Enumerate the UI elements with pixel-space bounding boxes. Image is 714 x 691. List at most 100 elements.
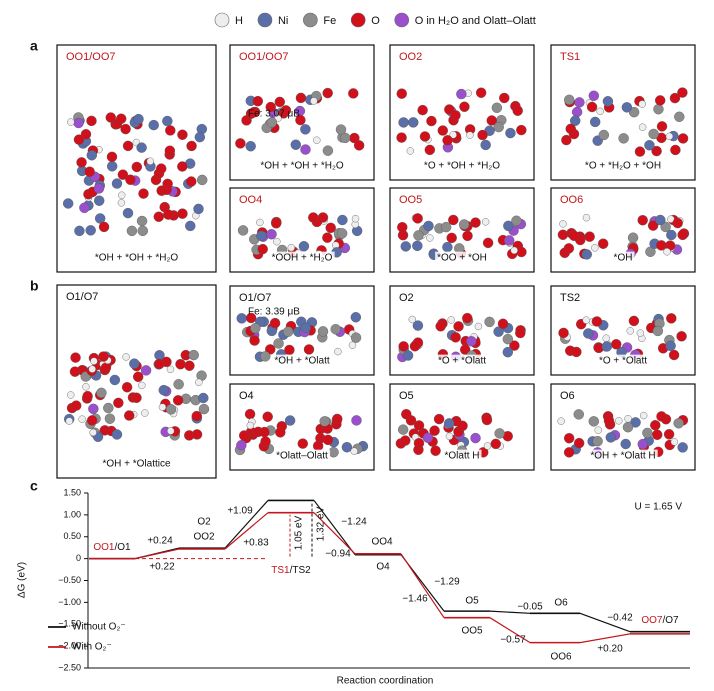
panel-caption: *OH + *OH + *H₂O xyxy=(260,161,344,172)
atom xyxy=(484,316,495,328)
atom xyxy=(673,418,684,429)
atom xyxy=(295,114,306,126)
atom xyxy=(98,221,110,233)
atom xyxy=(193,203,204,215)
atom xyxy=(665,132,674,141)
step-label: +0.22 xyxy=(149,562,175,573)
caption-background xyxy=(272,354,332,368)
atom xyxy=(84,166,95,177)
panel-caption: *O + *H₂O + *OH xyxy=(585,161,661,172)
atom xyxy=(191,429,203,440)
state-separator: / xyxy=(290,565,293,576)
legend-label: Fe xyxy=(323,15,336,27)
atom xyxy=(290,139,301,150)
atom xyxy=(162,178,173,190)
atom xyxy=(348,341,357,349)
atom xyxy=(516,124,527,136)
state-label: O4 xyxy=(376,562,390,573)
atom xyxy=(511,215,522,226)
state-label-red: OO7 xyxy=(641,615,663,626)
atom xyxy=(105,112,116,123)
atom xyxy=(337,214,348,226)
atom xyxy=(663,429,675,440)
atom xyxy=(175,359,186,370)
atom xyxy=(573,409,584,420)
atom xyxy=(456,88,467,100)
structure-illustration xyxy=(396,87,527,156)
panel-letter: a xyxy=(30,38,38,54)
state-label: OO1/O1 xyxy=(93,542,131,553)
atom xyxy=(96,387,107,399)
atom xyxy=(516,246,527,258)
atom xyxy=(74,225,85,237)
atom xyxy=(634,146,646,157)
atom xyxy=(198,392,209,404)
atom xyxy=(164,145,176,156)
panel-caption: *OH + *Olatt xyxy=(274,356,330,367)
atom xyxy=(136,142,147,153)
atom xyxy=(627,232,639,243)
step-label: −0.57 xyxy=(500,635,526,646)
atom xyxy=(158,384,169,396)
atom xyxy=(111,178,123,189)
atom xyxy=(654,95,666,106)
atom xyxy=(477,129,488,141)
atom xyxy=(156,163,167,174)
atom xyxy=(563,433,575,444)
atom xyxy=(297,438,308,449)
atom xyxy=(448,214,459,226)
atom xyxy=(275,427,286,438)
atom xyxy=(90,357,98,365)
atom xyxy=(244,408,256,420)
caption-background xyxy=(611,251,635,265)
atom xyxy=(509,340,520,351)
atom xyxy=(122,353,130,361)
atom xyxy=(397,221,408,233)
atom xyxy=(94,213,106,224)
atom xyxy=(260,351,271,362)
atom xyxy=(597,238,609,249)
y-tick-label: −2.00 xyxy=(58,641,81,651)
atom xyxy=(462,230,473,242)
panel-title: O1/O7 xyxy=(66,291,98,303)
atom xyxy=(328,447,339,458)
panel-title: OO1/OO7 xyxy=(239,51,289,63)
atom xyxy=(637,215,648,226)
atom xyxy=(570,115,581,126)
structure-panel xyxy=(389,44,535,181)
panel-title: TS1 xyxy=(560,51,580,63)
atom xyxy=(642,427,653,439)
atom xyxy=(109,374,121,386)
atom xyxy=(490,438,501,450)
atom xyxy=(656,240,667,251)
y-tick-label: −2.50 xyxy=(58,662,81,672)
atom xyxy=(94,195,105,206)
atom xyxy=(481,218,490,226)
legend-label: Without O₂⁻ xyxy=(72,622,126,633)
panel-caption: *OO + *OH xyxy=(437,253,487,264)
atom xyxy=(85,225,96,236)
legend-atom xyxy=(214,12,230,28)
atom xyxy=(442,135,453,146)
atom xyxy=(351,214,360,223)
caption-background xyxy=(596,354,650,368)
atom xyxy=(652,429,663,440)
panel-title: O4 xyxy=(239,390,254,402)
legend-atom xyxy=(303,12,318,28)
panel-title: OO4 xyxy=(239,194,262,206)
atom xyxy=(148,119,159,131)
step-label: +0.24 xyxy=(147,536,173,547)
atom xyxy=(67,391,75,399)
atom xyxy=(79,202,90,214)
atom xyxy=(666,313,677,324)
atom xyxy=(419,131,431,142)
atom xyxy=(398,341,409,352)
panel-caption: *Olatt–Olatt xyxy=(276,451,328,462)
atom xyxy=(117,199,126,207)
atom xyxy=(670,438,679,446)
atom xyxy=(591,316,603,327)
atom xyxy=(260,436,271,447)
atom xyxy=(245,141,256,152)
atom xyxy=(563,447,575,458)
caption-background xyxy=(435,354,489,368)
